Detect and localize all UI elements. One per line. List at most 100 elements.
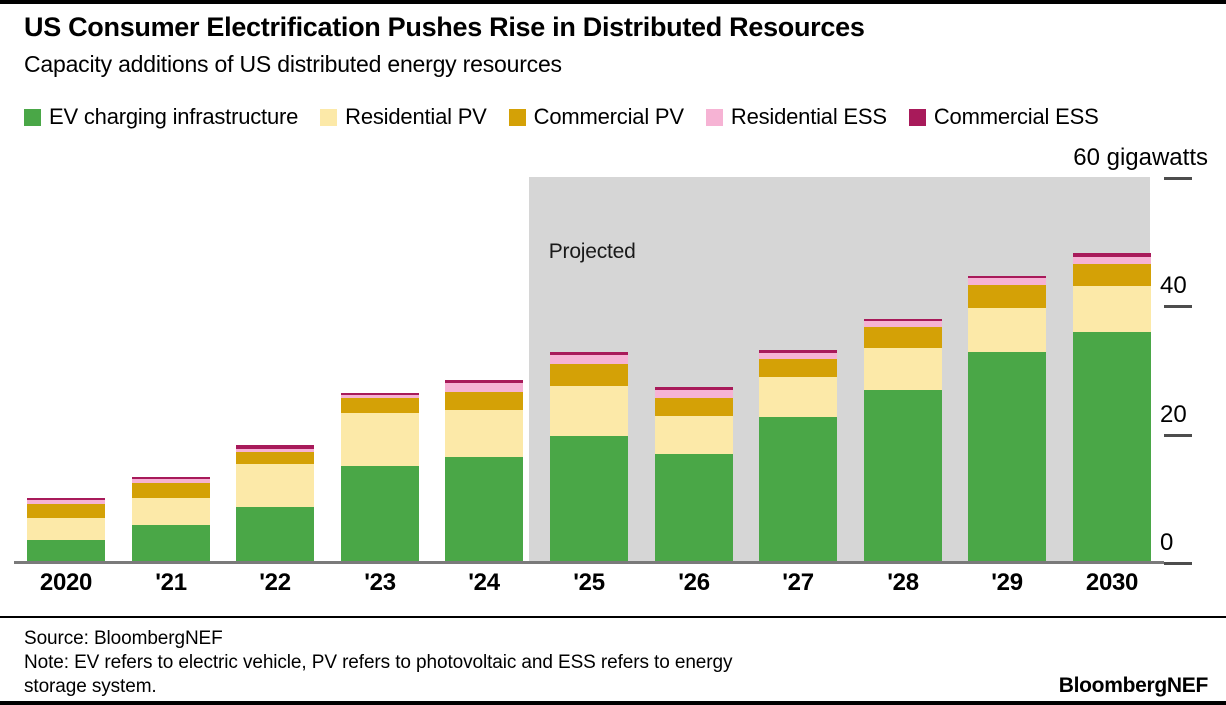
x-axis-tick-label: '23 xyxy=(364,569,396,596)
legend-swatch-icon xyxy=(320,108,338,126)
bar-segment xyxy=(864,320,942,327)
page-title: US Consumer Electrification Pushes Rise … xyxy=(24,12,865,42)
bar-segment xyxy=(550,435,628,562)
x-axis-tick-label: 2030 xyxy=(1085,569,1139,596)
bar-segment xyxy=(759,377,837,417)
bar-segment xyxy=(968,351,1046,562)
chart-legend: EV charging infrastructure Residential PV… xyxy=(24,104,1121,130)
bar-segment xyxy=(550,363,628,387)
bar-segment xyxy=(864,348,942,391)
brand-logo: BloombergNEF xyxy=(1058,674,1209,697)
plot-area: Projected xyxy=(0,144,1226,569)
bar-segment xyxy=(445,457,523,562)
bar-segment xyxy=(132,477,210,480)
bar-column xyxy=(236,445,314,562)
legend-swatch-icon xyxy=(508,108,526,126)
bar-segment xyxy=(550,386,628,436)
bar-segment xyxy=(27,539,105,562)
bar-segment xyxy=(27,500,105,504)
bar-segment xyxy=(445,379,523,384)
y-axis-tick-label: 0 xyxy=(1160,529,1174,556)
y-axis-unit-label: 60 gigawatts xyxy=(1073,144,1208,171)
legend-item: EV charging infrastructure xyxy=(24,104,298,130)
bar-column xyxy=(550,351,628,562)
bar-segment xyxy=(341,413,419,467)
bar-segment xyxy=(1073,256,1151,265)
bar-segment xyxy=(759,358,837,378)
bar-segment xyxy=(236,445,314,450)
bar-segment xyxy=(864,326,942,349)
footer-notes: Source: BloombergNEF Note: EV refers to … xyxy=(24,627,732,699)
footer-divider xyxy=(0,616,1226,618)
bar-segment xyxy=(236,506,314,562)
legend-item-label: EV charging infrastructure xyxy=(49,104,299,129)
bar-segment xyxy=(655,416,733,454)
bar-segment xyxy=(655,390,733,398)
legend-swatch-icon xyxy=(24,108,41,126)
bar-segment xyxy=(655,386,733,391)
projected-annotation: Projected xyxy=(548,240,636,263)
bar-segment xyxy=(864,318,942,321)
bar-column xyxy=(655,386,733,562)
bar-segment xyxy=(341,392,419,395)
x-axis-tick-label: '27 xyxy=(782,569,814,596)
page-subtitle: Capacity additions of US distributed ene… xyxy=(24,51,562,77)
bar-segment xyxy=(1073,264,1151,287)
bar-segment xyxy=(236,452,314,465)
bar-segment xyxy=(968,276,1046,279)
bar-column xyxy=(864,318,942,562)
bar-segment xyxy=(968,278,1046,286)
bar-segment xyxy=(759,349,837,354)
x-axis-tick-label: '26 xyxy=(678,569,710,596)
y-axis-tick xyxy=(1164,562,1192,565)
legend-swatch-icon xyxy=(705,108,723,126)
bar-segment xyxy=(1073,286,1151,333)
bar-segment xyxy=(655,397,733,417)
legend-item-label: Commercial ESS xyxy=(933,104,1099,129)
legend-item: Residential PV xyxy=(320,104,487,130)
bar-segment xyxy=(1073,252,1151,257)
x-axis-tick-label: 2020 xyxy=(39,569,93,596)
bar-segment xyxy=(341,466,419,562)
legend-swatch-icon xyxy=(908,108,926,126)
bar-column xyxy=(132,477,210,562)
bar-segment xyxy=(550,354,628,364)
x-axis-tick-label: '29 xyxy=(991,569,1023,596)
bar-column xyxy=(341,392,419,562)
bar-segment xyxy=(132,524,210,562)
bar-column xyxy=(27,498,105,562)
bar-segment xyxy=(27,498,105,501)
projected-region-shading xyxy=(528,177,1150,562)
x-axis-tick-label: '24 xyxy=(468,569,500,596)
bar-segment xyxy=(132,497,210,525)
legend-item-label: Residential PV xyxy=(345,104,487,129)
bar-segment xyxy=(1073,332,1151,562)
bar-segment xyxy=(759,416,837,562)
bar-segment xyxy=(445,392,523,410)
bar-segment xyxy=(132,479,210,484)
source-line: Source: BloombergNEF xyxy=(24,628,223,649)
legend-item: Commercial ESS xyxy=(908,104,1099,130)
y-axis-tick-label: 20 xyxy=(1160,401,1187,428)
bar-segment xyxy=(550,351,628,355)
y-axis-tick-label: 40 xyxy=(1160,272,1187,299)
bar-segment xyxy=(236,449,314,453)
x-axis-tick-label: '25 xyxy=(573,569,605,596)
y-axis-tick xyxy=(1164,177,1192,180)
note-line-2: storage system. xyxy=(24,676,157,697)
bar-segment xyxy=(27,517,105,540)
x-axis-tick-label: '21 xyxy=(155,569,187,596)
x-axis-tick-label: '22 xyxy=(259,569,291,596)
y-axis-tick xyxy=(1164,434,1192,437)
bar-segment xyxy=(968,307,1046,352)
bar-segment xyxy=(445,409,523,458)
bar-segment xyxy=(445,383,523,392)
bar-segment xyxy=(132,483,210,498)
bar-segment xyxy=(341,398,419,414)
legend-item-label: Commercial PV xyxy=(533,104,684,129)
bar-column xyxy=(1073,252,1151,562)
bar-column xyxy=(968,276,1046,562)
bar-segment xyxy=(236,464,314,507)
note-line-1: Note: EV refers to electric vehicle, PV … xyxy=(24,652,733,673)
